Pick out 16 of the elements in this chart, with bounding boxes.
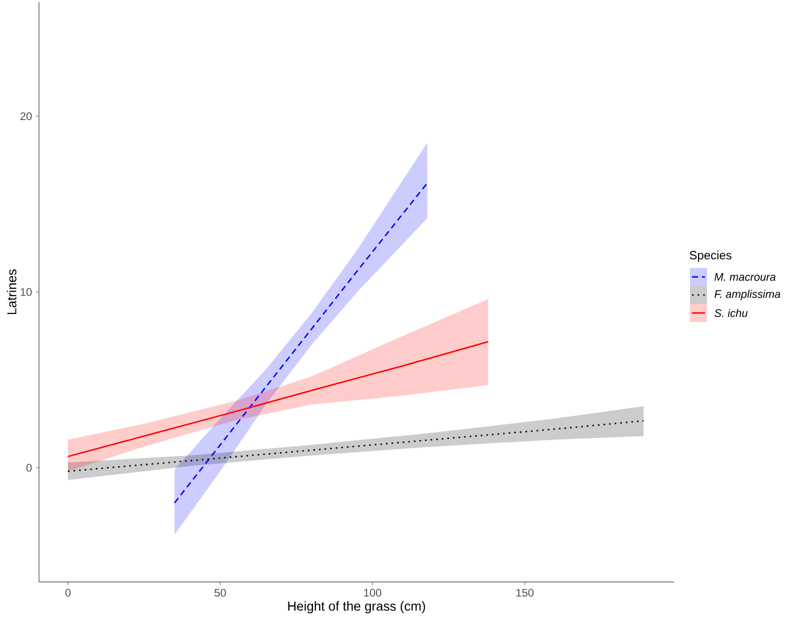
- y-tick-label: 0: [26, 464, 32, 472]
- legend-title: Species: [690, 250, 732, 262]
- y-axis-title: Latrines: [6, 269, 16, 314]
- line-series: [67, 341, 489, 458]
- x-tick-label: 50: [214, 588, 226, 597]
- x-tick-label: 100: [364, 588, 382, 597]
- x-tick-label: 150: [516, 588, 534, 597]
- legend-label: S. ichu: [714, 308, 748, 318]
- legend-label: M. macroura: [714, 273, 776, 281]
- x-tick-label: 0: [65, 588, 71, 597]
- legend-label: F. amplissima: [714, 290, 780, 300]
- x-axis-title: Height of the grass (cm): [288, 601, 426, 614]
- y-tick-label: 20: [20, 112, 32, 120]
- line-series: [174, 182, 428, 504]
- y-tick-label: 10: [20, 288, 32, 296]
- line-series: [67, 420, 644, 472]
